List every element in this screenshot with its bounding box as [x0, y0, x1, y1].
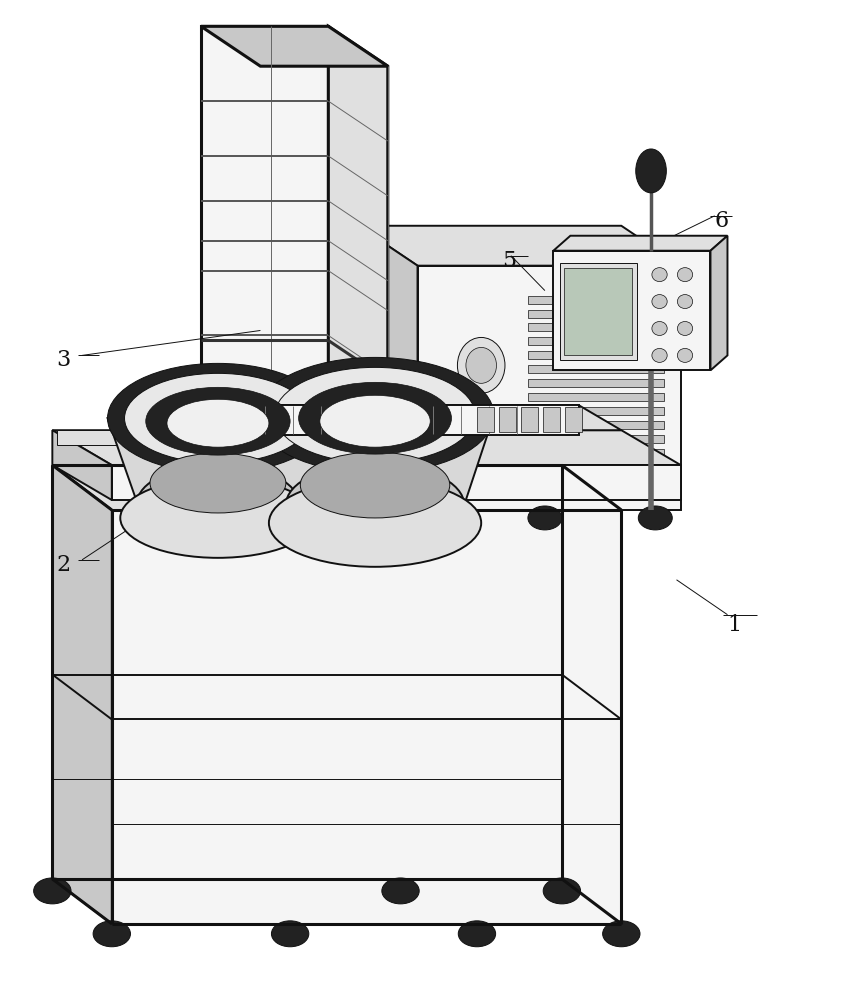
Polygon shape	[528, 337, 664, 345]
Ellipse shape	[120, 478, 315, 558]
Ellipse shape	[458, 337, 505, 393]
Text: 5: 5	[503, 250, 516, 272]
Ellipse shape	[286, 463, 464, 547]
Polygon shape	[528, 365, 664, 373]
Ellipse shape	[93, 921, 130, 947]
Polygon shape	[358, 226, 681, 266]
Polygon shape	[565, 407, 582, 432]
Ellipse shape	[677, 295, 693, 309]
Ellipse shape	[137, 465, 298, 541]
Ellipse shape	[458, 921, 496, 947]
Polygon shape	[256, 415, 494, 505]
Ellipse shape	[269, 479, 481, 567]
Ellipse shape	[300, 452, 450, 518]
Ellipse shape	[298, 382, 452, 454]
Ellipse shape	[167, 399, 269, 447]
Polygon shape	[528, 449, 664, 457]
Polygon shape	[252, 405, 579, 435]
Polygon shape	[252, 405, 621, 430]
Ellipse shape	[602, 921, 640, 947]
Polygon shape	[328, 26, 388, 505]
Text: 2: 2	[56, 554, 71, 576]
Ellipse shape	[636, 149, 666, 193]
Polygon shape	[528, 407, 664, 415]
Polygon shape	[528, 310, 664, 318]
Ellipse shape	[677, 321, 693, 335]
Polygon shape	[201, 26, 388, 66]
Ellipse shape	[34, 878, 71, 904]
Ellipse shape	[528, 506, 561, 530]
Polygon shape	[560, 263, 636, 360]
Ellipse shape	[256, 357, 494, 473]
Polygon shape	[417, 266, 681, 510]
Ellipse shape	[638, 506, 672, 530]
Polygon shape	[188, 465, 400, 535]
Text: 4: 4	[371, 424, 385, 446]
Polygon shape	[56, 430, 201, 445]
Polygon shape	[52, 465, 112, 924]
Polygon shape	[107, 418, 328, 503]
Polygon shape	[544, 407, 560, 432]
Polygon shape	[52, 430, 112, 500]
Polygon shape	[528, 463, 664, 471]
Text: 6: 6	[715, 210, 728, 232]
Ellipse shape	[652, 348, 667, 362]
Polygon shape	[477, 407, 494, 432]
Polygon shape	[554, 236, 728, 251]
Ellipse shape	[652, 321, 667, 335]
Ellipse shape	[652, 295, 667, 309]
Ellipse shape	[426, 506, 460, 530]
Polygon shape	[112, 465, 681, 500]
Text: 3: 3	[56, 349, 71, 371]
Polygon shape	[528, 296, 664, 304]
Text: 1: 1	[728, 614, 741, 636]
Polygon shape	[52, 465, 621, 510]
Polygon shape	[499, 407, 516, 432]
Polygon shape	[528, 351, 664, 359]
Ellipse shape	[677, 268, 693, 282]
Polygon shape	[358, 226, 417, 510]
Polygon shape	[528, 323, 664, 331]
Ellipse shape	[677, 348, 693, 362]
Ellipse shape	[320, 395, 430, 447]
Polygon shape	[52, 430, 681, 465]
Polygon shape	[528, 477, 664, 485]
Polygon shape	[528, 435, 664, 443]
Ellipse shape	[272, 921, 308, 947]
Ellipse shape	[146, 387, 291, 455]
Polygon shape	[528, 379, 664, 387]
Ellipse shape	[124, 373, 311, 463]
Polygon shape	[528, 393, 664, 401]
Polygon shape	[521, 407, 538, 432]
Ellipse shape	[275, 367, 475, 463]
Ellipse shape	[382, 878, 419, 904]
Polygon shape	[528, 421, 664, 429]
Ellipse shape	[544, 878, 580, 904]
Ellipse shape	[150, 453, 286, 513]
Polygon shape	[711, 236, 728, 370]
Polygon shape	[564, 268, 632, 355]
Polygon shape	[554, 251, 711, 370]
Polygon shape	[201, 26, 328, 465]
Ellipse shape	[652, 268, 667, 282]
Polygon shape	[112, 510, 621, 924]
Ellipse shape	[466, 347, 497, 383]
Ellipse shape	[107, 363, 328, 473]
